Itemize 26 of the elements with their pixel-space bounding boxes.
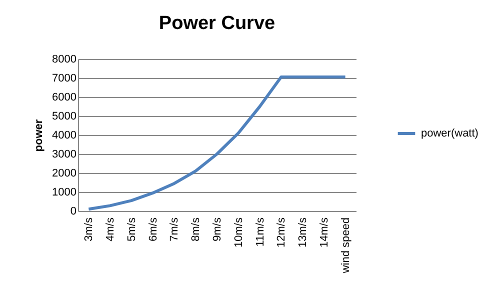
y-axis-title: power (33, 118, 46, 152)
y-tick-label: 6000 (52, 92, 76, 104)
y-tick-label: 3000 (52, 148, 76, 160)
x-tick-label: 9m/s (212, 217, 224, 242)
y-tick-label: 4000 (52, 130, 76, 142)
y-tick-label: 5000 (52, 110, 76, 122)
x-tick-label: wind speed (340, 218, 352, 274)
x-tick-label: 6m/s (147, 217, 160, 242)
x-tick-label: 11m/s (254, 217, 266, 247)
x-tick-label: 4m/s (104, 217, 117, 242)
legend-label: power(watt) (421, 128, 478, 140)
y-tick-label: 2000 (52, 168, 76, 180)
x-tick-label: 12m/s (276, 217, 288, 248)
x-tick-label: 8m/s (190, 217, 202, 242)
chart-title: Power Curve (158, 13, 276, 34)
x-tick-label: 13m/s (297, 217, 310, 248)
y-tick-label: 1000 (52, 186, 76, 198)
line-series (87, 76, 347, 211)
x-tick-label: 3m/s (83, 217, 96, 242)
x-tick-label: 14m/s (318, 217, 330, 248)
x-tick-label: 7m/s (168, 217, 181, 242)
y-tick-label: 7000 (52, 72, 76, 84)
x-tick-label: 5m/s (126, 217, 138, 242)
y-tick-label: 0 (70, 206, 76, 218)
x-tick-label: 10m/s (232, 217, 245, 248)
y-tick-label: 8000 (52, 54, 76, 66)
